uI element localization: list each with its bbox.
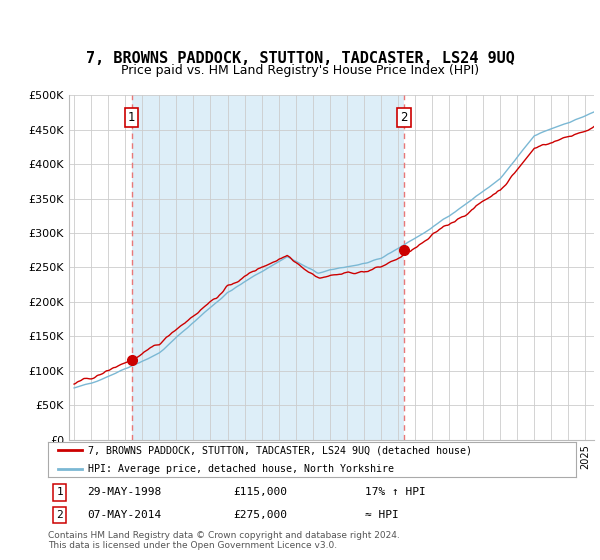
Text: 17% ↑ HPI: 17% ↑ HPI (365, 487, 425, 497)
Text: 1: 1 (56, 487, 63, 497)
Bar (132, 95, 404, 440)
Text: 7, BROWNS PADDOCK, STUTTON, TADCASTER, LS24 9UQ (detached house): 7, BROWNS PADDOCK, STUTTON, TADCASTER, L… (88, 445, 472, 455)
Text: 7, BROWNS PADDOCK, STUTTON, TADCASTER, LS24 9UQ: 7, BROWNS PADDOCK, STUTTON, TADCASTER, L… (86, 50, 514, 66)
Text: £115,000: £115,000 (233, 487, 287, 497)
Text: 2: 2 (56, 510, 63, 520)
Text: HPI: Average price, detached house, North Yorkshire: HPI: Average price, detached house, Nort… (88, 464, 394, 474)
Text: ≈ HPI: ≈ HPI (365, 510, 398, 520)
Text: 29-MAY-1998: 29-MAY-1998 (88, 487, 162, 497)
Text: £275,000: £275,000 (233, 510, 287, 520)
Text: This data is licensed under the Open Government Licence v3.0.: This data is licensed under the Open Gov… (48, 541, 337, 550)
Text: Contains HM Land Registry data © Crown copyright and database right 2024.: Contains HM Land Registry data © Crown c… (48, 531, 400, 540)
Text: 07-MAY-2014: 07-MAY-2014 (88, 510, 162, 520)
Text: 1: 1 (128, 111, 136, 124)
Text: Price paid vs. HM Land Registry's House Price Index (HPI): Price paid vs. HM Land Registry's House … (121, 64, 479, 77)
Text: 2: 2 (400, 111, 407, 124)
